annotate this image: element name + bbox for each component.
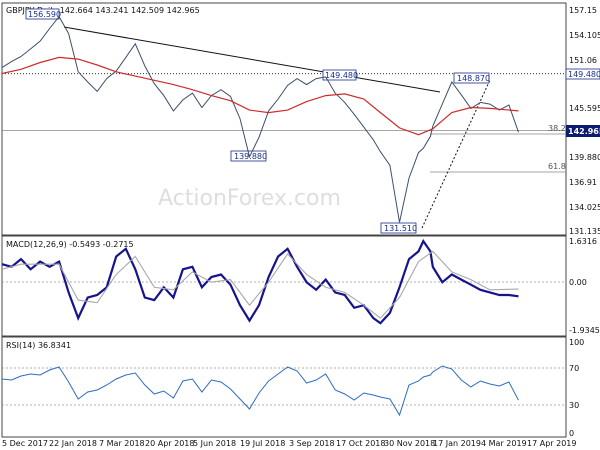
label-149480-right: 149.480: [568, 70, 600, 79]
price-tick-label: 139.880: [569, 153, 600, 162]
price-tick-label: 154.105: [569, 31, 600, 40]
last-price-tag: [566, 125, 600, 137]
x-tick-label: 19 Jul 2018: [240, 439, 285, 448]
x-tick-label: 17 Jan 2019: [433, 439, 481, 448]
x-tick-label: 7 Mar 2018: [99, 439, 145, 448]
fib-label-61: 61.8: [548, 162, 566, 171]
label-131510: 131.510: [384, 224, 417, 233]
label-box-149480-left: [322, 69, 357, 81]
label-box-149480-right: [565, 68, 600, 80]
x-tick-label: 3 Sep 2018: [289, 439, 335, 448]
price-tick-label: 145.595: [569, 104, 600, 113]
x-tick-label: 5 Dec 2017: [2, 439, 48, 448]
label-156590: 156.590: [28, 10, 61, 19]
last-price-value: 142.965: [568, 127, 600, 136]
label-149480-left: 149.480: [325, 71, 358, 80]
macd-tick-label: 0.00: [569, 278, 587, 287]
label-box-148870: [453, 72, 490, 84]
label-box-131510: [380, 222, 417, 234]
rsi-tick-label: 70: [569, 364, 579, 373]
price-tick-label: 136.91: [569, 178, 597, 187]
watermark: ActionForex.com: [158, 186, 341, 211]
macd-title: MACD(12,26,9) -0.5493 -0.2715: [6, 240, 134, 249]
series-layer: [1, 15, 519, 417]
x-tick-label: 5 Jun 2018: [193, 439, 236, 448]
macd-tick-label: -1.9345: [569, 326, 600, 335]
label-box-156590: [25, 8, 60, 20]
rsi-tick-label: 0: [569, 429, 574, 438]
price-tick-label: 151.06: [569, 56, 597, 65]
rsi-title: RSI(14) 36.8341: [6, 341, 71, 350]
trendline: [63, 26, 441, 93]
macd-tick-label: 1.6316: [569, 237, 597, 246]
x-tick-label: 17 Oct 2018: [336, 439, 385, 448]
macd-series: [1, 238, 519, 325]
price-tick-label: 157.15: [569, 6, 597, 15]
fib-line: [421, 79, 491, 229]
x-tick-label: 20 Apr 2018: [145, 439, 194, 448]
x-tick-label: 22 Jan 2018: [49, 439, 97, 448]
price-ema-series: [1, 56, 519, 136]
price-panel: [1, 2, 567, 236]
label-148870: 148.870: [457, 74, 490, 83]
rsi-panel: [1, 336, 567, 438]
label-139880: 139.880: [234, 152, 267, 161]
rsi-tick-label: 100: [569, 338, 584, 347]
rsi-series: [1, 365, 519, 417]
fib-label-38: 38.2: [548, 124, 566, 133]
rsi-tick-label: 30: [569, 401, 579, 410]
macd-signal-series: [1, 250, 519, 319]
x-tick-label: 4 Mar 2019: [481, 439, 527, 448]
x-tick-label: 30 Nov 2018: [384, 439, 435, 448]
x-tick-label: 17 Apr 2019: [527, 439, 576, 448]
price-title: GBPJPY Daily 142.664 143.241 142.509 142…: [6, 6, 200, 15]
price-tick-label: 134.025: [569, 203, 600, 212]
price-tick-label: 131.135: [569, 227, 600, 236]
